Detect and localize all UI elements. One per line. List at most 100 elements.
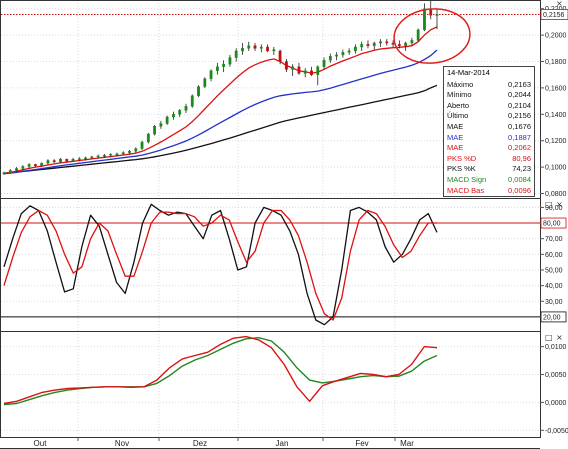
y-tick-label: 90,00 [545, 205, 563, 212]
candle-body [272, 49, 276, 52]
candle [247, 41, 251, 51]
candle [360, 41, 364, 51]
candle-body [21, 166, 25, 169]
candle [71, 157, 75, 162]
candle-body [397, 44, 401, 46]
info-label: Aberto [447, 100, 470, 110]
candle [379, 39, 382, 47]
candle-body [103, 155, 106, 157]
info-row: MACD Sign 0,0084 [444, 175, 534, 186]
panel1-close-icon[interactable]: × [556, 0, 563, 8]
candle [59, 157, 62, 164]
candle [121, 151, 125, 156]
candle [322, 57, 326, 70]
candle-body [203, 78, 207, 87]
stoch-line-1 [3, 203, 438, 326]
candle-body [134, 148, 138, 152]
candle [84, 156, 87, 161]
candle [209, 69, 213, 82]
last-price-label: 0,2156 [543, 12, 565, 19]
candle-body [284, 61, 288, 70]
candle-body [128, 151, 131, 153]
candle [134, 147, 138, 153]
candle [96, 154, 100, 159]
y-tick-label: 50,00 [545, 267, 563, 274]
candle [40, 162, 44, 168]
candle-body [115, 153, 119, 156]
candle-body [222, 63, 226, 67]
candle [310, 66, 313, 77]
candle-body [316, 66, 320, 75]
info-value: 0,2044 [508, 90, 531, 100]
y-tick-label: 0,1000 [545, 165, 567, 172]
stoch-line-2 [3, 209, 437, 321]
candle [241, 43, 244, 55]
candle-body [291, 66, 295, 70]
candle-body [354, 46, 357, 52]
candle [52, 159, 56, 164]
info-value: 0,2062 [508, 143, 531, 153]
candle [77, 157, 81, 162]
candle-body [335, 54, 338, 57]
info-value: 0,0096 [508, 185, 531, 195]
y-tick-label: 0,1600 [545, 85, 567, 92]
candle [2, 171, 6, 176]
candle [410, 37, 414, 46]
candle [203, 77, 207, 88]
candle [46, 159, 50, 165]
candle [272, 46, 276, 55]
candle-body [328, 56, 332, 61]
candle-body [379, 41, 382, 44]
candle [115, 152, 119, 157]
candle-body [278, 50, 282, 62]
candle-body [121, 152, 125, 155]
candle-body [153, 125, 157, 135]
candle [366, 40, 370, 49]
candle-body [65, 158, 69, 162]
candle [27, 163, 31, 169]
candle-body [146, 133, 150, 143]
candle-body [385, 41, 389, 44]
info-row: PKS %D 80,96 [444, 154, 534, 165]
candle-body [247, 45, 251, 49]
candle [435, 8, 439, 30]
macd-line-1 [3, 337, 438, 406]
candle [90, 155, 94, 160]
panel3-maximize-icon[interactable]: □ [545, 333, 553, 342]
price-series-layer [3, 26, 438, 175]
info-value: 0,1676 [508, 121, 531, 131]
candle [65, 158, 69, 163]
panel2-close-icon[interactable]: × [556, 200, 563, 209]
info-value: 0,2104 [508, 100, 531, 110]
candle-body [2, 172, 6, 174]
candle [291, 64, 295, 77]
candle-body [178, 110, 182, 115]
panel2-maximize-icon[interactable]: □ [545, 200, 553, 209]
y-tick-label: 0,1200 [545, 138, 567, 145]
candle-body [159, 123, 163, 127]
y-tick-label: 60,00 [545, 252, 563, 259]
candle-body [84, 157, 87, 160]
candle [8, 169, 12, 174]
panel-frame-2 [0, 198, 541, 332]
candle-body [241, 48, 244, 52]
info-value: 0,0084 [508, 174, 531, 184]
candle-body [303, 70, 307, 74]
y-tick-label: -0,0050 [545, 428, 568, 435]
candle-body [410, 40, 414, 44]
stoch-level-label-box [540, 217, 567, 229]
info-rows: Máximo 0,2163 Mínimo 0,2044 Aberto 0,2104 Últi… [444, 80, 534, 197]
last-price-label-box [540, 9, 568, 20]
candle [316, 65, 320, 86]
month-label-dez: Dez [193, 439, 207, 448]
y-tick-label: 0,2000 [545, 33, 567, 40]
candle [297, 62, 301, 75]
candle-body [341, 52, 345, 56]
candle [259, 44, 263, 53]
panel3-close-icon[interactable]: × [556, 333, 563, 342]
candle [215, 62, 219, 75]
candle-body [215, 66, 219, 71]
candle [303, 68, 307, 78]
stoch-level-label: 80,00 [543, 221, 561, 228]
candle [385, 39, 389, 46]
